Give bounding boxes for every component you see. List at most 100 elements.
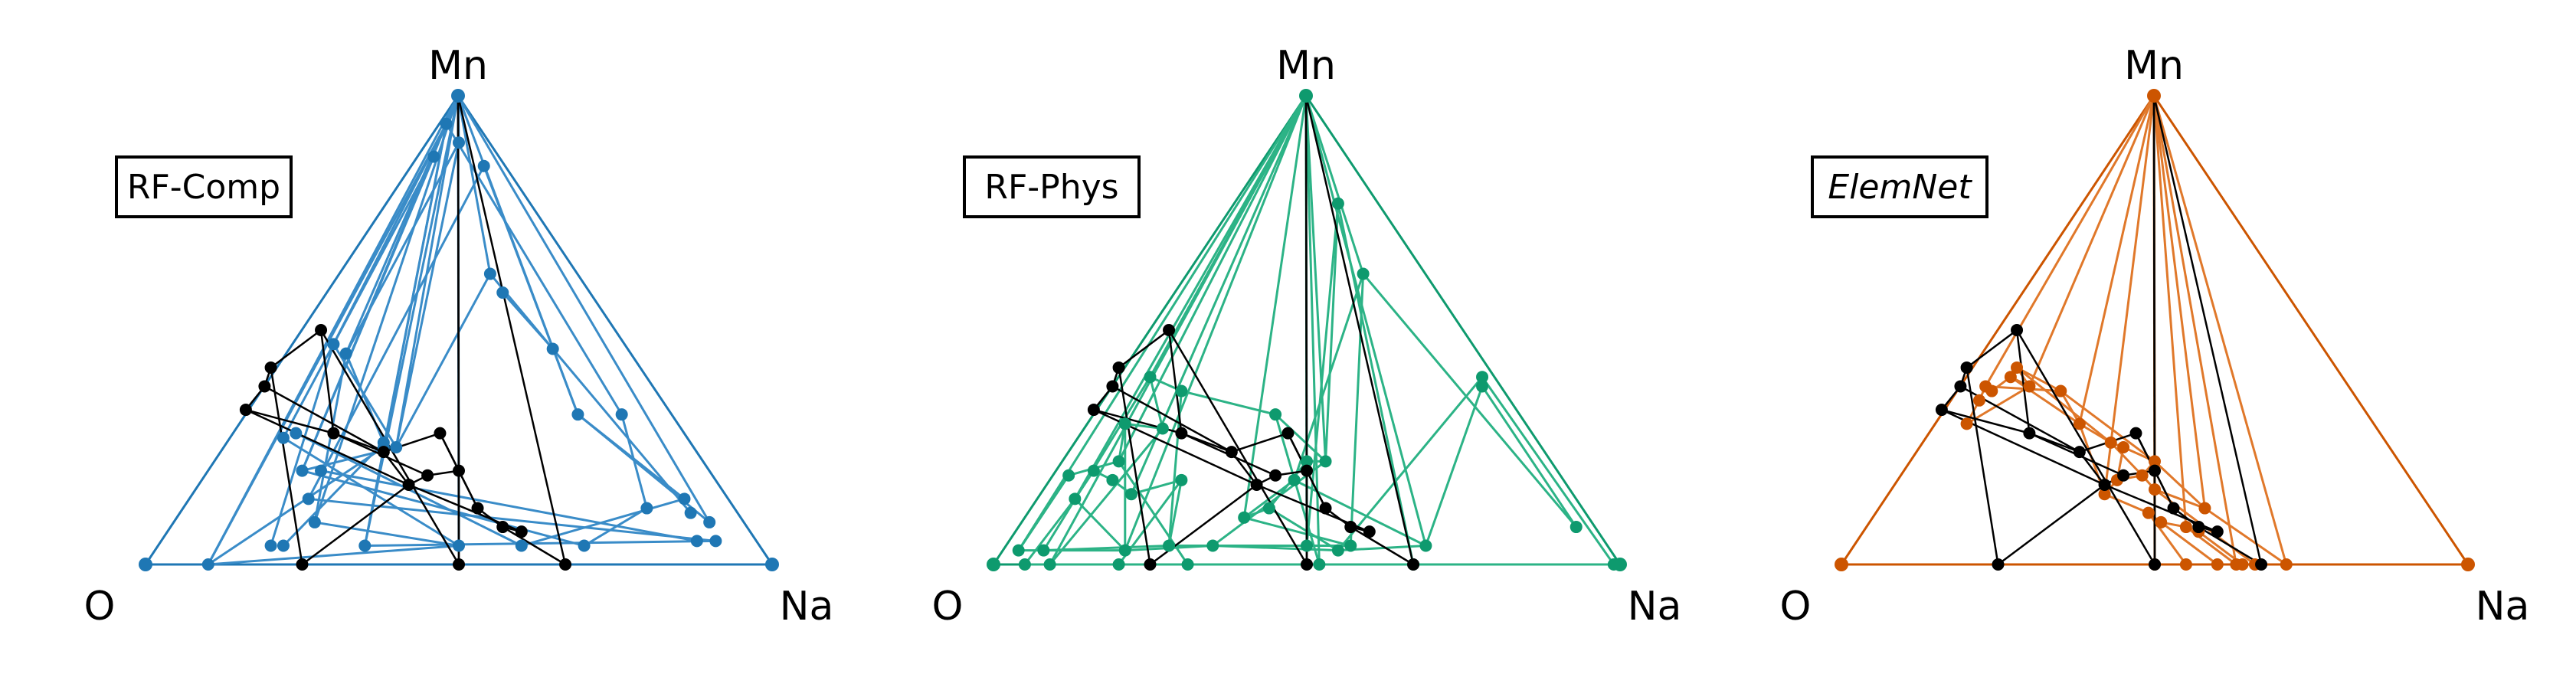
model-phase-point (2236, 558, 2249, 571)
model-phase-point (339, 347, 352, 360)
reference-tie-line (1304, 95, 1415, 565)
model-phase-point (2054, 384, 2067, 397)
model-tie-line (2152, 95, 2237, 565)
model-phase-point (2142, 506, 2155, 519)
model-phase-point (1269, 408, 1282, 421)
model-tie-line (502, 292, 554, 350)
vertex-label-o: O (932, 584, 964, 630)
reference-tie-line (2015, 329, 2031, 433)
reference-phase-point (453, 558, 465, 571)
reference-phase-point (296, 558, 309, 571)
model-label: RF-Phys (984, 168, 1118, 207)
model-phase-point (684, 506, 697, 519)
model-tie-line (2060, 390, 2155, 463)
model-tie-line (1304, 95, 1427, 546)
model-phase-point (496, 286, 509, 299)
model-phase-point (2179, 521, 2192, 534)
model-tie-line (1130, 95, 1308, 495)
model-phase-point (1118, 544, 1131, 557)
reference-phase-point (1250, 478, 1263, 491)
model-phase-point (453, 136, 465, 149)
model-tie-line (1481, 385, 1577, 528)
model-tie-line (394, 95, 460, 448)
reference-tie-line (1304, 95, 1308, 471)
model-phase-point (2136, 469, 2149, 482)
model-phase-point (477, 159, 490, 172)
model-tie-line (1362, 273, 1577, 528)
model-phase-point (1118, 417, 1131, 430)
model-tie-line (394, 142, 460, 448)
model-phase-point (578, 539, 591, 552)
model-phase-point (1087, 464, 1100, 477)
model-phase-point (1262, 502, 1275, 515)
reference-tie-line (1111, 385, 1232, 453)
model-tie-line (1149, 95, 1308, 378)
model-tie-line (577, 413, 686, 500)
model-phase-point (1112, 455, 1125, 468)
reference-tie-line (1941, 408, 2030, 434)
model-tie-line (365, 539, 716, 548)
reference-tie-line (2198, 525, 2262, 566)
model-tie-line (2152, 95, 2188, 528)
element-vertex-point (1299, 89, 1313, 103)
model-tie-line (2153, 460, 2206, 509)
model-tie-line (2204, 507, 2287, 566)
model-tie-line (302, 469, 584, 547)
reference-phase-point (471, 502, 484, 515)
reference-phase-point (1144, 558, 1157, 571)
reference-phase-point (1163, 324, 1176, 336)
reference-phase-point (1363, 525, 1376, 538)
vertex-label-o: O (1780, 584, 1812, 630)
reference-tie-line (2015, 329, 2156, 565)
model-tie-line (2059, 390, 2081, 425)
model-phase-point (1319, 455, 1332, 468)
model-tie-line (1023, 498, 1076, 565)
reference-phase-point (239, 404, 252, 417)
reference-tie-line (270, 329, 322, 368)
reference-phase-point (1225, 446, 1238, 459)
model-phase-point (1206, 539, 1219, 552)
reference-phase-point (2192, 521, 2205, 534)
reference-tie-line (263, 385, 385, 453)
reference-phase-point (434, 427, 447, 440)
reference-tie-line (1167, 329, 1183, 433)
model-tie-line (2152, 95, 2288, 565)
vertex-label-na: Na (1628, 584, 1682, 630)
model-tie-line (2160, 521, 2218, 566)
reference-phase-point (559, 558, 572, 571)
reference-phase-point (1319, 502, 1332, 515)
model-tie-line (207, 446, 385, 566)
reference-tie-line (1997, 483, 2106, 566)
reference-phase-point (1960, 361, 1973, 374)
model-phase-point (2149, 483, 2161, 496)
model-phase-point (377, 436, 390, 449)
model-phase-point (1043, 558, 1056, 571)
reference-phase-point (2117, 469, 2130, 482)
model-tie-line (521, 497, 685, 547)
reference-phase-point (315, 324, 328, 336)
model-phase-point (1313, 558, 1326, 571)
model-tie-line (1425, 385, 1484, 547)
model-phase-point (703, 515, 716, 528)
model-phase-point (277, 431, 290, 444)
reference-phase-point (402, 478, 415, 491)
model-phase-point (515, 539, 528, 552)
model-tie-line (382, 123, 448, 448)
model-tie-line (320, 469, 698, 542)
model-tie-line (2010, 375, 2080, 425)
model-tie-line (1074, 498, 1126, 551)
model-tie-line (457, 95, 492, 274)
reference-phase-point (1269, 469, 1282, 482)
reference-tie-line (1167, 329, 1308, 565)
model-tie-line (1242, 95, 1308, 519)
model-phase-point (277, 539, 290, 552)
reference-phase-point (1112, 361, 1125, 374)
reference-tie-line (245, 408, 334, 434)
model-phase-point (201, 558, 214, 571)
reference-phase-point (258, 380, 271, 393)
model-tie-line (2152, 95, 2206, 509)
model-phase-point (453, 539, 465, 552)
model-tie-line (1243, 516, 1351, 547)
reference-tie-line (457, 95, 567, 565)
